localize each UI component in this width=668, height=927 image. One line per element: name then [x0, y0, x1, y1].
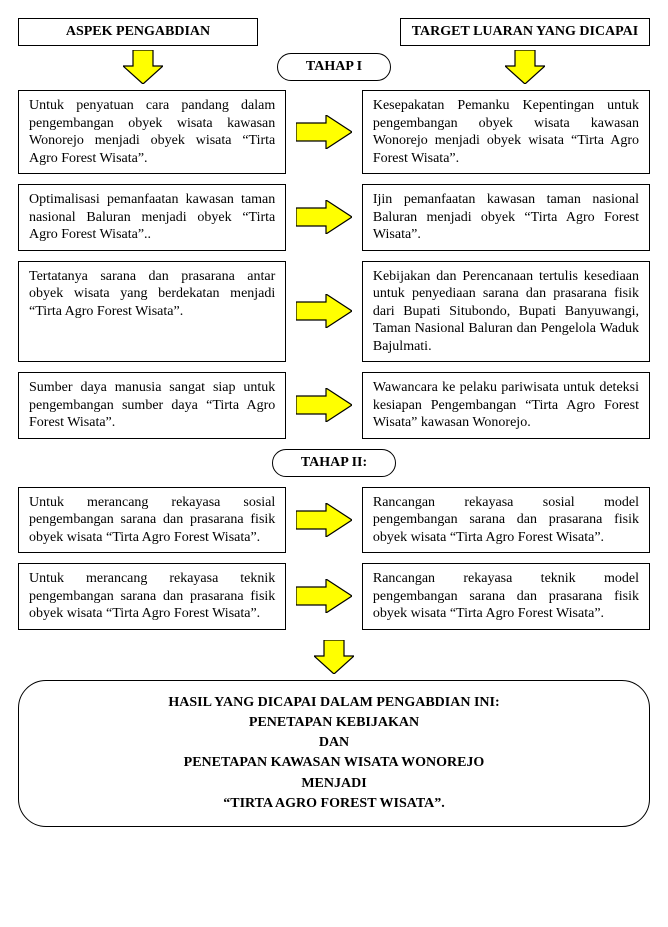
arrow-right-icon [296, 388, 352, 422]
aspek-cell: Sumber daya manusia sangat siap untuk pe… [18, 372, 286, 439]
tahap1-row-3: Sumber daya manusia sangat siap untuk pe… [18, 372, 650, 439]
target-cell: Ijin pemanfaatan kawasan taman nasional … [362, 184, 650, 251]
header-row: ASPEK PENGABDIAN TARGET LUARAN YANG DICA… [18, 18, 650, 46]
target-cell: Rancangan rekayasa teknik model pengemba… [362, 563, 650, 630]
aspek-cell: Untuk penyatuan cara pandang dalam penge… [18, 90, 286, 174]
tahap1-arrow-row: TAHAP I [18, 50, 650, 84]
tahap2-row-0: Untuk merancang rekayasa sosial pengemba… [18, 487, 650, 554]
aspek-cell: Untuk merancang rekayasa teknik pengemba… [18, 563, 286, 630]
arrow-right-icon [296, 115, 352, 149]
header-left: ASPEK PENGABDIAN [18, 18, 258, 46]
arrow-right-icon [296, 503, 352, 537]
header-right: TARGET LUARAN YANG DICAPAI [400, 18, 650, 46]
target-cell: Kesepakatan Pemanku Kepentingan untuk pe… [362, 90, 650, 174]
result-line: PENETAPAN KEBIJAKAN [49, 713, 619, 733]
result-line: PENETAPAN KAWASAN WISATA WONOREJO [49, 753, 619, 773]
target-cell: Wawancara ke pelaku pariwisata untuk det… [362, 372, 650, 439]
aspek-cell: Untuk merancang rekayasa sosial pengemba… [18, 487, 286, 554]
result-arrow-row [18, 640, 650, 674]
tahap1-label: TAHAP I [277, 53, 391, 81]
tahap1-row-1: Optimalisasi pemanfaatan kawasan taman n… [18, 184, 650, 251]
arrow-down-icon [314, 640, 354, 674]
target-cell: Kebijakan dan Perencanaan tertulis kesed… [362, 261, 650, 363]
tahap2-label-row: TAHAP II: [18, 449, 650, 477]
arrow-down-icon [505, 50, 545, 84]
arrow-right-icon [296, 200, 352, 234]
result-box: HASIL YANG DICAPAI DALAM PENGABDIAN INI:… [18, 680, 650, 828]
result-line: HASIL YANG DICAPAI DALAM PENGABDIAN INI: [49, 693, 619, 713]
tahap2-row-1: Untuk merancang rekayasa teknik pengemba… [18, 563, 650, 630]
aspek-cell: Optimalisasi pemanfaatan kawasan taman n… [18, 184, 286, 251]
result-line: “TIRTA AGRO FOREST WISATA”. [49, 794, 619, 814]
aspek-cell: Tertatanya sarana dan prasarana antar ob… [18, 261, 286, 363]
arrow-right-icon [296, 579, 352, 613]
target-cell: Rancangan rekayasa sosial model pengemba… [362, 487, 650, 554]
arrow-right-icon [296, 294, 352, 328]
arrow-down-icon [123, 50, 163, 84]
tahap2-label: TAHAP II: [272, 449, 396, 477]
result-line: MENJADI [49, 774, 619, 794]
tahap1-row-2: Tertatanya sarana dan prasarana antar ob… [18, 261, 650, 363]
tahap1-row-0: Untuk penyatuan cara pandang dalam penge… [18, 90, 650, 174]
result-line: DAN [49, 733, 619, 753]
